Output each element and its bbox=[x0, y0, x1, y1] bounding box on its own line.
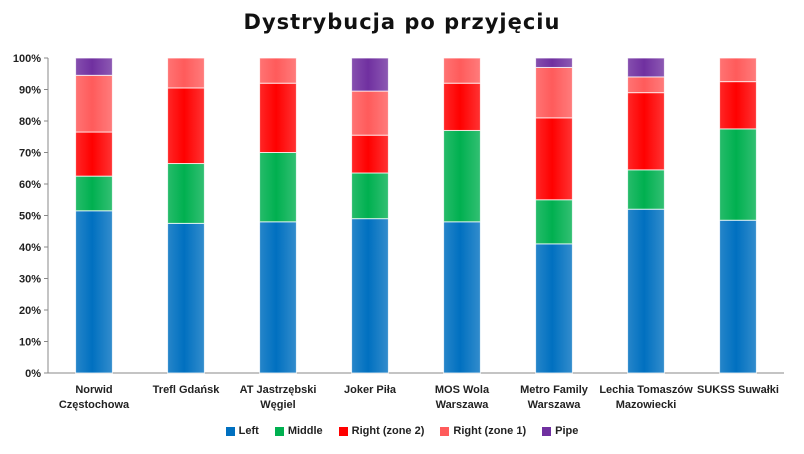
bar-segment-pipe bbox=[535, 57, 573, 68]
x-tick-label: SUKSS Suwałki bbox=[697, 384, 779, 396]
bar-segment-middle bbox=[627, 169, 665, 210]
legend-swatch bbox=[274, 426, 284, 436]
bar-segment-right-zone-2 bbox=[443, 82, 481, 131]
legend-swatch bbox=[225, 426, 235, 436]
bar-segment-left bbox=[535, 243, 573, 374]
legend-item: Right (zone 1) bbox=[440, 425, 526, 437]
x-tick-label: Norwid Częstochowa bbox=[59, 384, 130, 411]
x-tick-label: Trefl Gdańsk bbox=[153, 384, 221, 396]
x-tick-label: Joker Piła bbox=[344, 384, 397, 396]
bar-segment-middle bbox=[443, 129, 481, 223]
bar-segment-left bbox=[627, 208, 665, 374]
bar-segment-pipe bbox=[627, 57, 665, 78]
legend-item: Middle bbox=[274, 425, 323, 437]
legend-label: Right (zone 1) bbox=[453, 425, 527, 437]
bar-segment-right-zone-2 bbox=[167, 87, 205, 165]
bar-segment-right-zone-1 bbox=[535, 66, 573, 119]
y-tick-label: 60% bbox=[19, 179, 41, 191]
y-tick-label: 0% bbox=[25, 368, 41, 380]
y-tick-label: 20% bbox=[19, 305, 41, 317]
y-tick-label: 90% bbox=[19, 85, 41, 97]
y-tick-label: 30% bbox=[19, 274, 41, 286]
x-tick-label: MOS Wola Warszawa bbox=[435, 384, 490, 411]
y-tick-label: 50% bbox=[19, 211, 41, 223]
legend-swatch bbox=[440, 426, 450, 436]
bar-segment-left bbox=[167, 222, 205, 374]
legend-swatch bbox=[338, 426, 348, 436]
bar-segment-right-zone-1 bbox=[259, 57, 297, 84]
bar-segment-right-zone-1 bbox=[443, 57, 481, 84]
legend-item: Right (zone 2) bbox=[338, 425, 425, 437]
legend-item: Left bbox=[225, 425, 259, 437]
bar-segment-left bbox=[443, 221, 481, 374]
legend: Left Middle Right (zone 2) Right (zone 1) Pi… bbox=[0, 425, 804, 437]
y-tick-label: 70% bbox=[19, 148, 41, 160]
x-tick-label: Metro Family Warszawa bbox=[520, 384, 589, 411]
legend-label: Pipe bbox=[555, 425, 579, 437]
bar-segment-right-zone-2 bbox=[535, 117, 573, 201]
bar-segment-right-zone-2 bbox=[351, 134, 389, 174]
bar-segment-right-zone-2 bbox=[259, 82, 297, 153]
bar-segment-pipe bbox=[75, 57, 113, 76]
bar-segment-left bbox=[719, 219, 757, 374]
legend-item: Pipe bbox=[542, 425, 578, 437]
bar-segment-right-zone-1 bbox=[351, 90, 389, 136]
bar-segment-right-zone-2 bbox=[627, 92, 665, 171]
x-tick-label: Lechia Tomaszów Mazowiecki bbox=[599, 384, 693, 411]
y-tick-label: 40% bbox=[19, 242, 41, 254]
bar-segment-right-zone-1 bbox=[719, 57, 757, 83]
bar-segment-middle bbox=[535, 199, 573, 245]
bar-segment-right-zone-2 bbox=[75, 131, 113, 177]
legend-swatch bbox=[542, 426, 552, 436]
bar-segment-left bbox=[75, 210, 113, 374]
bar-segment-left bbox=[259, 221, 297, 374]
y-tick-label: 100% bbox=[13, 53, 41, 65]
bar-segment-right-zone-1 bbox=[167, 57, 205, 89]
x-tick-label: AT Jastrzębski Węgiel bbox=[240, 384, 317, 411]
bar-segment-right-zone-1 bbox=[75, 74, 113, 133]
bar-segment-middle bbox=[75, 175, 113, 212]
legend-label: Left bbox=[238, 425, 259, 437]
bar-segment-middle bbox=[259, 152, 297, 223]
bar-segment-right-zone-1 bbox=[627, 76, 665, 94]
bar-segment-right-zone-2 bbox=[719, 81, 757, 130]
bar-segment-left bbox=[351, 218, 389, 374]
bar-segment-middle bbox=[351, 172, 389, 220]
bar-segment-middle bbox=[719, 128, 757, 221]
bar-segment-pipe bbox=[351, 57, 389, 92]
y-tick-label: 10% bbox=[19, 337, 41, 349]
legend-label: Right (zone 2) bbox=[351, 425, 425, 437]
chart-title: Dystrybucja po przyjęciu bbox=[243, 10, 561, 34]
bar-segment-middle bbox=[167, 163, 205, 224]
legend-label: Middle bbox=[287, 425, 323, 437]
y-tick-label: 80% bbox=[19, 116, 41, 128]
